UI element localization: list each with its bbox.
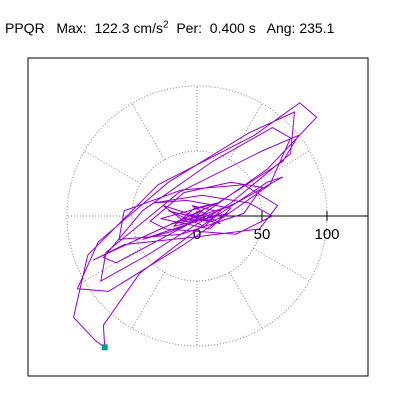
grid-spoke-150 [84, 150, 141, 184]
axes: 0 50 100 [193, 211, 368, 243]
x-tick-label-100: 100 [314, 226, 339, 243]
station-code: PPQR [5, 20, 45, 36]
max-amplitude-marker [101, 344, 108, 351]
grid-spoke-240 [131, 272, 165, 329]
plot-title: PPQR Max: 122.3 cm/s2 Per: 0.400 s Ang: … [5, 20, 334, 36]
grid-spoke-120 [131, 103, 165, 160]
grid-spoke-60 [229, 103, 263, 160]
x-tick-label-50: 50 [254, 226, 271, 243]
max-value: 122.3 [94, 20, 130, 36]
angle-label: Ang: [266, 20, 296, 36]
angle-value: 235.1 [299, 20, 335, 36]
period-label: Per: [176, 20, 203, 36]
plot-frame [27, 57, 369, 377]
max-label: Max: [56, 20, 87, 36]
grid-spoke-300 [229, 272, 263, 329]
max-unit-exponent: 2 [162, 19, 169, 31]
x-tick-label-0: 0 [193, 226, 201, 243]
grid-spoke-210 [84, 248, 141, 282]
particle-motion-trace [72, 102, 318, 349]
max-unit: cm/s [133, 20, 163, 36]
period-value: 0.400 s [209, 20, 256, 36]
grid-spoke-30 [253, 150, 310, 184]
grid-spoke-330 [253, 248, 310, 282]
